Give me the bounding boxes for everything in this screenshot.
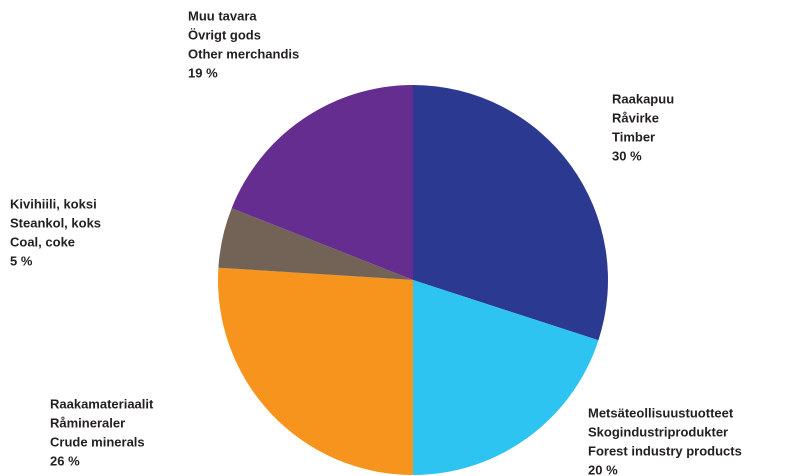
slice-label: Metsäteollisuustuotteet <box>588 405 734 420</box>
value-label: 5 % <box>10 253 33 268</box>
pie-slice <box>413 85 608 341</box>
pie-slice <box>218 208 413 280</box>
pie-slice <box>231 85 413 280</box>
slice-label: Timber <box>612 129 655 144</box>
slice-label: Coal, coke <box>10 234 75 249</box>
slice-label: Steankol, koks <box>10 215 101 230</box>
slice-label: Raakamateriaalit <box>50 396 154 411</box>
slice-label: Raakapuu <box>612 91 674 106</box>
slice-label: Råvirke <box>612 110 659 125</box>
slice-label: Other merchandis <box>188 46 299 61</box>
pie-slice <box>217 267 413 475</box>
slice-label: Råmineraler <box>50 415 125 430</box>
value-label: 30 % <box>612 148 642 163</box>
slice-label: Skogindustriprodukter <box>588 424 728 439</box>
slice-label: Kivihiili, koksi <box>10 196 97 211</box>
pie-slice <box>413 280 599 475</box>
slice-label: Muu tavara <box>188 8 257 23</box>
slice-label: Crude minerals <box>50 434 145 449</box>
slice-label: Övrigt gods <box>188 27 261 42</box>
value-label: 26 % <box>50 453 80 468</box>
value-label: 20 % <box>588 462 618 476</box>
value-label: 19 % <box>188 65 218 80</box>
slice-label: Forest industry products <box>588 443 742 458</box>
